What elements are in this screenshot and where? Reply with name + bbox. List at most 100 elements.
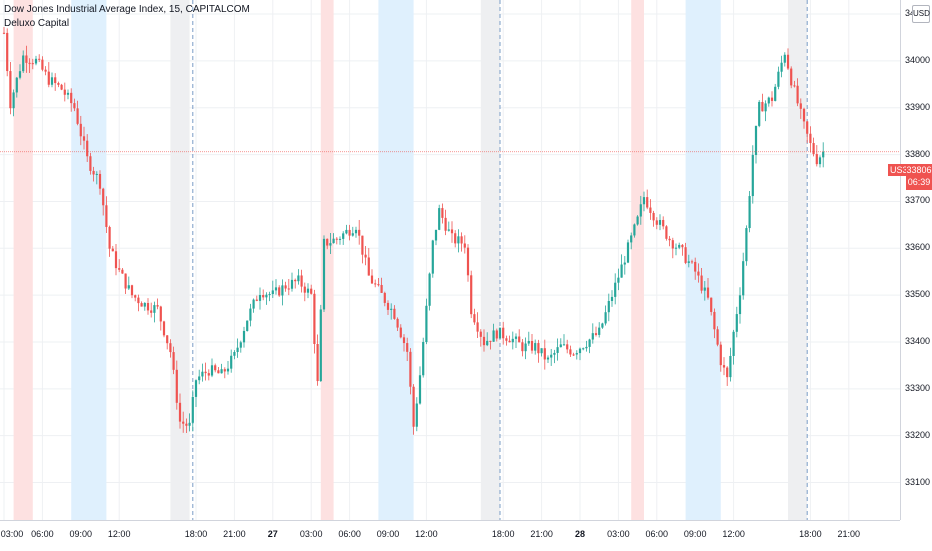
candle-up (306, 288, 310, 293)
candle-down (809, 133, 812, 144)
candle-up (332, 238, 335, 244)
candle-down (28, 62, 31, 64)
candle-up (764, 103, 767, 112)
candle-down (594, 333, 598, 335)
chart-area[interactable]: Dow Jones Industrial Average Index, 15, … (0, 0, 900, 520)
candle-up (578, 348, 582, 354)
candle-up (329, 243, 332, 246)
candle-down (159, 306, 162, 322)
candle-down (572, 354, 575, 356)
candle-down (364, 254, 367, 258)
price-axis[interactable]: 3410034000339003380033700336003350033400… (900, 0, 932, 520)
candle-up (623, 262, 626, 265)
price-tick-label: 34000 (905, 54, 931, 65)
candle-down (649, 207, 652, 213)
candle-up (258, 294, 262, 301)
candle-down (505, 338, 508, 341)
candle-up (322, 238, 326, 310)
candle-down (223, 369, 226, 372)
candle-down (118, 268, 121, 270)
candle-down (41, 59, 44, 70)
time-tick-label: 06:00 (645, 529, 669, 539)
candle-down (146, 302, 150, 311)
candle-up (198, 376, 201, 381)
session-band-grey (788, 0, 808, 520)
candle-up (822, 151, 825, 158)
candle-down (121, 269, 124, 274)
currency-button[interactable]: USD (912, 5, 930, 23)
candle-up (783, 54, 786, 63)
candle-up (188, 422, 191, 426)
candle-up (636, 216, 639, 225)
candle-down (454, 233, 457, 244)
time-tick-label: 18:00 (184, 529, 208, 539)
candle-up (550, 354, 553, 358)
candle-down (566, 344, 569, 350)
candle-up (447, 229, 450, 231)
candle-up (143, 302, 146, 307)
candle-up (527, 340, 530, 344)
candle-down (316, 344, 319, 382)
candle-up (268, 294, 271, 296)
candle-down (63, 89, 66, 95)
candle-down (508, 340, 511, 343)
candle-up (239, 342, 242, 348)
candle-down (172, 352, 175, 370)
candle-up (220, 369, 223, 374)
candle-down (521, 342, 524, 352)
price-tick-label: 33300 (905, 382, 931, 393)
time-tick-label: 18:00 (799, 529, 822, 539)
candle-down (217, 370, 220, 374)
indicator-label[interactable]: Deluxo Capital (4, 18, 70, 29)
candle-down (710, 297, 713, 312)
candle-down (722, 365, 726, 368)
candle-down (495, 330, 498, 339)
price-tick-label: 33400 (905, 335, 931, 346)
chart-title: Dow Jones Industrial Average Index, 15, … (4, 4, 250, 15)
candle-down (726, 367, 729, 378)
candle-up (390, 308, 393, 310)
candle-down (463, 243, 466, 248)
candle-down (694, 261, 697, 272)
candle-up (492, 330, 495, 342)
candle-up (290, 279, 294, 289)
candle-up (642, 197, 646, 205)
candle-up (732, 331, 735, 356)
time-tick-label: 21:00 (223, 529, 246, 539)
candle-up (354, 229, 358, 234)
candle-down (770, 97, 774, 101)
candle-up (297, 275, 300, 282)
candle-down (134, 295, 137, 298)
candle-down (2, 32, 6, 34)
candle-down (799, 103, 802, 109)
candle-up (210, 365, 214, 376)
candle-down (92, 170, 95, 175)
candle-down (466, 247, 470, 276)
time-tick-label: 12:00 (415, 529, 438, 539)
price-tick-label: 33700 (905, 195, 931, 206)
candle-up (230, 355, 233, 369)
price-chart[interactable] (0, 0, 900, 520)
candle-up (50, 77, 54, 85)
time-axis[interactable]: 03:00 06:00 09:00 12:00 18:00 21:00 27 03:00 06:… (0, 520, 900, 551)
candle-down (479, 331, 482, 337)
price-tick-label: 33800 (905, 148, 931, 159)
candle-up (351, 233, 354, 236)
candle-down (166, 335, 169, 344)
candle-down (294, 279, 297, 282)
candle-up (338, 238, 342, 240)
candle-up (319, 309, 322, 382)
candle-down (284, 285, 287, 289)
candle-up (191, 396, 194, 423)
candle-up (585, 346, 588, 349)
candle-down (150, 310, 153, 313)
candle-up (777, 71, 780, 87)
candle-down (178, 402, 182, 422)
candle-down (450, 229, 454, 234)
candle-up (604, 312, 607, 324)
candle-down (335, 238, 338, 240)
price-tick-label: 33500 (905, 289, 931, 300)
candle-down (706, 287, 710, 298)
candle-down (815, 154, 818, 165)
candle-up (438, 208, 441, 230)
